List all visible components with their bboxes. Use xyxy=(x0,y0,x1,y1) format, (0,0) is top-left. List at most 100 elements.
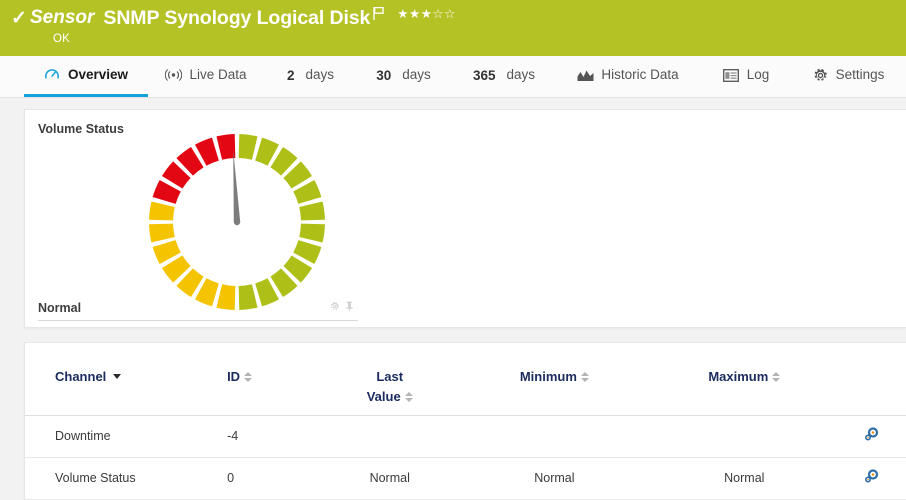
tab-historic-data-label: Historic Data xyxy=(601,67,679,83)
channel-table-header-row: Channel ID Last xyxy=(25,361,906,416)
sort-desc-icon xyxy=(113,374,122,379)
tab-bar: Overview Live Data 2 days 30 days 365 da… xyxy=(0,56,906,98)
table-row[interactable]: Volume Status 0 Normal Normal Normal xyxy=(25,457,906,500)
cell-last-value xyxy=(324,415,456,458)
gauge-segment xyxy=(293,240,322,264)
tab-30-days-label: days xyxy=(402,67,431,83)
col-header-actions xyxy=(835,361,906,416)
gauge-segment xyxy=(152,180,181,204)
gauge-segment xyxy=(195,137,219,166)
chart-icon xyxy=(577,67,594,84)
gauge-segment xyxy=(149,201,175,221)
content-area: Volume Status Normal xyxy=(0,98,906,500)
tab-overview-label: Overview xyxy=(67,67,129,83)
tab-365-days-number: 365 xyxy=(472,67,496,83)
gauge-segment xyxy=(283,161,313,189)
gauge-segment xyxy=(255,278,279,307)
gauge-tools xyxy=(329,299,358,317)
gauge-segment xyxy=(216,134,236,160)
gauge-segment xyxy=(216,284,236,310)
gauge-value-label: Normal xyxy=(38,300,82,315)
cell-id: 0 xyxy=(227,457,325,500)
sensor-header: ✓ Sensor SNMP Synology Logical Disk ★★★☆… xyxy=(0,0,906,56)
tab-30-days[interactable]: 30 days xyxy=(357,56,450,97)
col-header-last-value[interactable]: Last Value xyxy=(324,361,456,416)
col-header-minimum-label: Minimum xyxy=(519,369,577,384)
live-icon xyxy=(165,67,183,84)
flag-icon[interactable] xyxy=(373,6,385,20)
page-title: SNMP Synology Logical Disk xyxy=(103,6,371,29)
sort-updown-icon xyxy=(580,372,589,382)
cell-id: -4 xyxy=(227,415,325,458)
gauge-needle xyxy=(233,150,241,223)
col-header-maximum-label: Maximum xyxy=(708,369,769,384)
tab-2-days-label: days xyxy=(305,67,335,83)
sort-updown-icon xyxy=(772,372,781,382)
gear-icon[interactable] xyxy=(329,299,340,317)
gauge-segment xyxy=(299,201,325,221)
volume-status-gauge xyxy=(147,132,327,312)
gauge-segment xyxy=(270,146,298,176)
gauge-segment xyxy=(299,223,325,243)
col-header-maximum[interactable]: Maximum xyxy=(653,361,836,416)
volume-status-gauge-card: Volume Status Normal xyxy=(24,109,906,328)
tab-365-days[interactable]: 365 days xyxy=(450,56,558,97)
tab-log-label: Log xyxy=(746,67,770,83)
tab-settings[interactable]: Settings xyxy=(794,56,902,97)
log-icon xyxy=(723,67,740,84)
tab-overview[interactable]: Overview xyxy=(24,56,148,97)
gauge-icon xyxy=(44,67,61,84)
col-header-last-value-line2: Value xyxy=(366,389,401,405)
col-header-id[interactable]: ID xyxy=(227,361,325,416)
sensor-status-text: OK xyxy=(53,33,71,45)
col-header-last-value-line1: Last xyxy=(376,369,404,384)
col-header-minimum[interactable]: Minimum xyxy=(455,361,654,416)
tab-live-data-label: Live Data xyxy=(189,67,247,83)
gauge-segment xyxy=(283,255,313,283)
sort-updown-icon xyxy=(404,392,413,403)
object-kind-label: Sensor xyxy=(30,7,95,28)
table-row[interactable]: Downtime -4 xyxy=(25,415,906,458)
gauge-segment xyxy=(152,240,181,264)
checkmark-icon: ✓ xyxy=(11,7,27,29)
gauge-segment xyxy=(149,223,175,243)
gauge-segment xyxy=(176,268,204,298)
gauge-footer: Normal xyxy=(38,295,358,321)
tab-30-days-number: 30 xyxy=(376,67,392,83)
col-header-id-label: ID xyxy=(227,369,241,384)
channel-table-card: Channel ID Last xyxy=(24,342,906,500)
gauge-segment xyxy=(293,180,322,204)
col-header-channel-label: Channel xyxy=(55,369,107,384)
gauge-segment xyxy=(270,268,298,298)
tab-2-days[interactable]: 2 days xyxy=(264,56,357,97)
channel-settings-icon[interactable] xyxy=(863,426,879,443)
cell-channel: Volume Status xyxy=(25,457,228,500)
gauge-segment xyxy=(176,146,204,176)
tab-settings-label: Settings xyxy=(835,67,885,83)
gauge-segment xyxy=(255,137,279,166)
gauge-segment xyxy=(161,161,191,189)
cell-actions[interactable] xyxy=(835,415,906,458)
gauge-svg xyxy=(149,134,325,310)
channel-settings-icon[interactable] xyxy=(863,468,879,485)
tab-log[interactable]: Log xyxy=(698,56,794,97)
gauge-needle-cap xyxy=(233,218,241,226)
rating-stars[interactable]: ★★★☆☆ xyxy=(397,6,456,21)
gauge-segment xyxy=(161,255,191,283)
gauge-card-title: Volume Status xyxy=(38,122,124,136)
tab-live-data[interactable]: Live Data xyxy=(148,56,264,97)
tab-2-days-number: 2 xyxy=(286,67,295,83)
gear-icon xyxy=(812,67,829,84)
cell-maximum xyxy=(653,415,836,458)
gauge-segment xyxy=(238,134,258,160)
cell-minimum: Normal xyxy=(455,457,654,500)
tab-365-days-label: days xyxy=(506,67,536,83)
gauge-segment xyxy=(195,278,219,307)
gauge-segment xyxy=(238,284,258,310)
cell-actions[interactable] xyxy=(835,457,906,500)
col-header-channel[interactable]: Channel xyxy=(25,361,228,416)
channel-table: Channel ID Last xyxy=(25,361,906,500)
cell-channel: Downtime xyxy=(25,415,228,458)
pin-icon[interactable] xyxy=(345,299,354,317)
tab-historic-data[interactable]: Historic Data xyxy=(558,56,698,97)
